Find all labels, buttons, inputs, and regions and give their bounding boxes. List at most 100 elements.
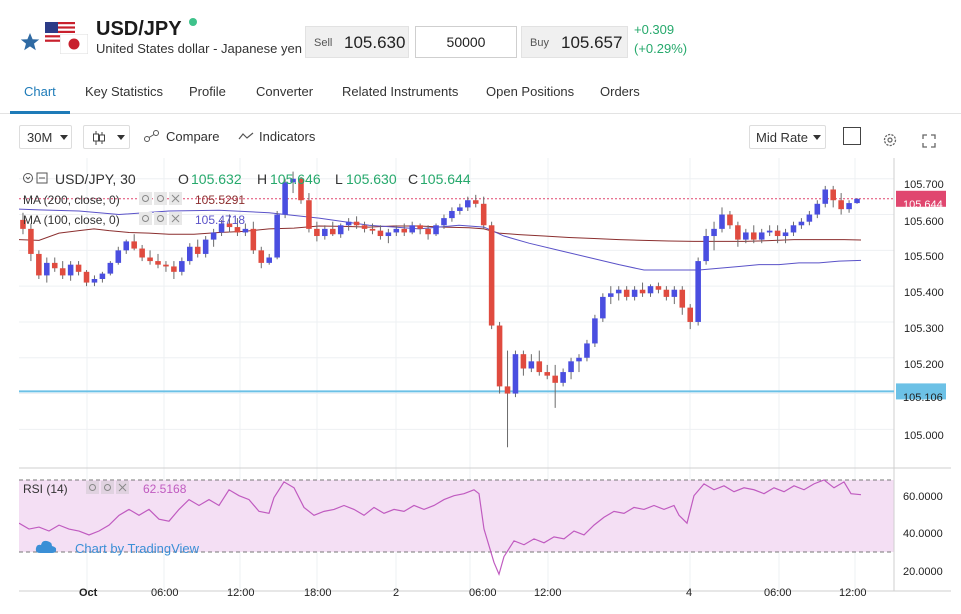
candle-up: [790, 225, 797, 233]
candle-up: [647, 286, 654, 294]
tradingview-cloud-icon: [35, 540, 57, 553]
tab-profile[interactable]: Profile: [189, 84, 226, 99]
quantity-input[interactable]: 50000: [415, 26, 517, 58]
candle-up: [584, 343, 590, 358]
candle-up: [592, 318, 598, 344]
sell-label: Sell: [314, 37, 333, 49]
candle-up: [854, 198, 860, 204]
watchlist-star-icon[interactable]: [20, 32, 40, 52]
tab-key-statistics[interactable]: Key Statistics: [85, 84, 164, 99]
chart-canvas[interactable]: [18, 158, 951, 609]
candle-up: [115, 250, 122, 263]
legend-open-label: O: [178, 171, 189, 187]
instrument-header: USD/JPY United States dollar - Japanese …: [0, 0, 961, 72]
compare-label: Compare: [166, 129, 220, 144]
candle-up: [274, 214, 280, 258]
buy-button[interactable]: Buy 105.657: [521, 26, 628, 58]
time-tick: 12:00: [534, 587, 562, 599]
candle-up: [719, 214, 725, 229]
candle-down: [663, 289, 670, 297]
tab-chart[interactable]: Chart: [24, 84, 56, 99]
snapshot-square-icon[interactable]: [843, 127, 861, 145]
ma200-line: [18, 225, 862, 242]
price-change: +0.309: [634, 22, 675, 37]
candle-down: [552, 375, 558, 383]
candle-down: [194, 246, 201, 254]
candle-up: [202, 239, 209, 254]
candle-down: [353, 221, 360, 226]
candle-down: [28, 228, 34, 254]
candle-down: [544, 372, 551, 376]
candle-up: [822, 189, 829, 204]
ma200-legend-controls[interactable]: [139, 192, 187, 205]
fullscreen-icon[interactable]: [922, 129, 936, 153]
time-tick: 18:00: [304, 587, 332, 599]
tradingview-attribution-link[interactable]: Chart by TradingView: [75, 541, 200, 556]
rsi-legend-value: 62.5168: [143, 482, 187, 496]
rsi-tick: 40.0000: [903, 528, 943, 540]
candle-down: [774, 230, 781, 237]
instrument-tabs: Chart Key Statistics Profile Converter R…: [0, 72, 961, 114]
candle-up: [433, 225, 439, 235]
collapse-legend-icon[interactable]: [23, 172, 49, 184]
japan-flag-icon: [60, 34, 88, 54]
tab-open-positions[interactable]: Open Positions: [486, 84, 575, 99]
buy-price: 105.657: [561, 33, 623, 52]
indicators-button[interactable]: Indicators: [238, 125, 323, 149]
legend-close-label: C: [408, 171, 419, 187]
candle-up: [758, 232, 765, 240]
rsi-legend-controls[interactable]: [86, 481, 134, 494]
candle-down: [520, 354, 527, 369]
legend-high-label: H: [257, 171, 268, 187]
candle-up: [67, 264, 74, 276]
legend-low-label: L: [335, 171, 343, 187]
candle-down: [727, 214, 733, 226]
rsi-legend-label: RSI (14): [23, 482, 68, 496]
gear-icon[interactable]: [882, 128, 898, 152]
candle-down: [361, 225, 368, 229]
candle-down: [59, 268, 66, 276]
tab-converter[interactable]: Converter: [256, 84, 314, 99]
tab-related-instruments[interactable]: Related Instruments: [342, 84, 459, 99]
ma100-legend-label: MA (100, close, 0): [23, 213, 120, 227]
candle-down: [83, 271, 90, 283]
ma200-legend-value: 105.5291: [195, 193, 246, 207]
candle-up: [179, 261, 185, 272]
sell-button[interactable]: Sell 105.630: [305, 26, 409, 58]
candle-down: [329, 228, 336, 235]
candle-up: [266, 257, 272, 263]
price-change-percent: (+0.29%): [634, 41, 688, 56]
legend-low-value: 105.630: [346, 171, 397, 187]
candle-up: [44, 262, 50, 276]
candle-up: [385, 232, 392, 237]
candle-up: [806, 214, 813, 222]
candle-up: [91, 278, 98, 283]
tradingview-chart[interactable]: USD/JPY, 30 O 105.632 H 105.646 L 105.63…: [18, 158, 951, 609]
candle-up: [608, 293, 614, 297]
candle-down: [51, 262, 58, 269]
time-tick: 06:00: [151, 587, 179, 599]
instrument-name: United States dollar - Japanese yen: [96, 41, 302, 56]
price-type-value: Mid Rate: [756, 130, 809, 145]
candle-down: [131, 241, 137, 249]
candle-up: [782, 232, 789, 237]
candle-up: [218, 223, 225, 233]
tab-orders[interactable]: Orders: [600, 84, 640, 99]
candle-up: [798, 221, 805, 226]
candle-down: [480, 203, 487, 226]
candlestick-icon: [93, 131, 105, 145]
candle-up: [766, 230, 773, 233]
candle-up: [560, 372, 566, 383]
candlestick-series: [20, 171, 860, 448]
candle-up: [345, 221, 352, 226]
candle-down: [639, 289, 646, 294]
chart-type-select[interactable]: [83, 125, 130, 149]
candle-down: [234, 227, 241, 233]
ma100-legend-controls[interactable]: [139, 212, 187, 225]
interval-select[interactable]: 30M: [19, 125, 72, 149]
price-type-select[interactable]: Mid Rate: [749, 125, 826, 149]
candle-up: [441, 218, 447, 226]
chart-grid: [19, 158, 894, 591]
compare-button[interactable]: Compare: [143, 125, 223, 149]
candle-down: [838, 200, 844, 210]
